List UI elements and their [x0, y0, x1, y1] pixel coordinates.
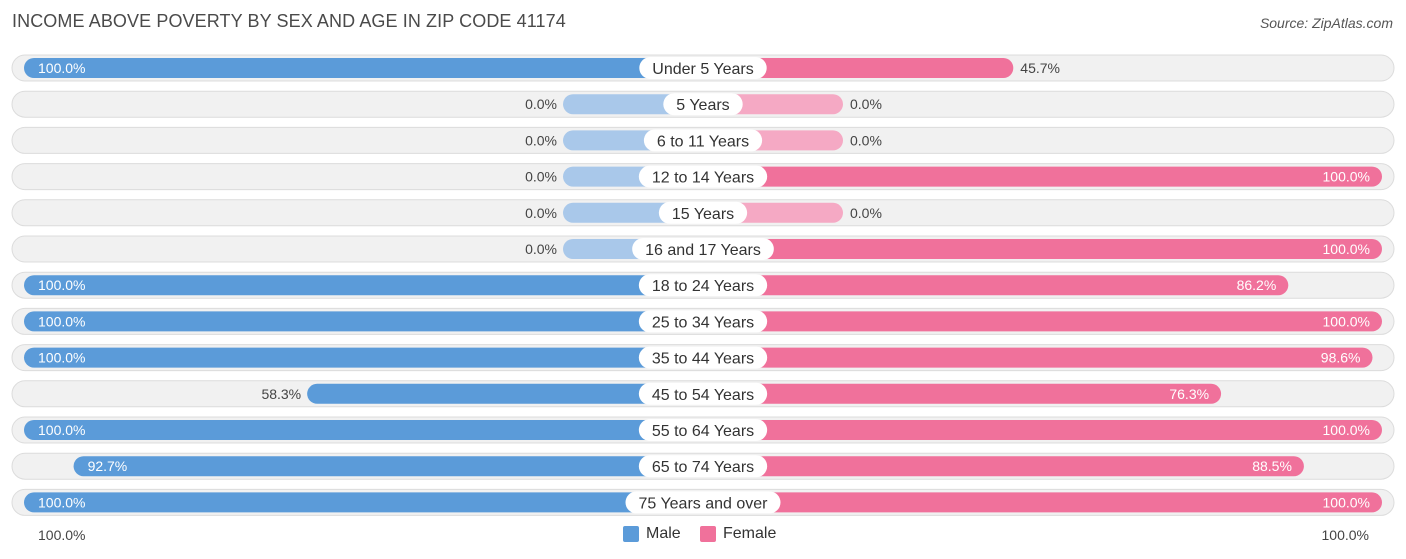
value-label-female: 0.0% [850, 132, 882, 148]
bar-male [73, 456, 703, 477]
legend-item-female[interactable]: Female [700, 525, 776, 543]
bar-male [24, 311, 703, 332]
bar-female [703, 239, 1382, 259]
value-label-male: 100.0% [38, 60, 85, 76]
value-label-male: 100.0% [38, 494, 85, 510]
category-label: 25 to 34 Years [652, 314, 754, 331]
value-label-female: 100.0% [1323, 169, 1370, 185]
category-label: Under 5 Years [652, 61, 753, 78]
category-label: 65 to 74 Years [652, 459, 754, 476]
value-label-male: 0.0% [525, 169, 557, 185]
category-label-pill [638, 346, 768, 369]
category-label-pill [638, 274, 768, 297]
chart-canvas: 100.0% 45.7% Under 5 Years 0.0% 0.0% 5 Years 0… [11, 54, 1395, 516]
value-label-female: 45.7% [1020, 60, 1060, 76]
value-label-female: 98.6% [1321, 350, 1361, 366]
category-label-pill [638, 382, 768, 405]
category-label-pill [643, 129, 763, 152]
bar-female [703, 58, 1014, 78]
bar-female [703, 347, 1373, 368]
category-label-pill [625, 491, 781, 514]
legend: Male Female [0, 525, 1406, 545]
value-label-male: 0.0% [525, 132, 557, 148]
category-label: 55 to 64 Years [652, 423, 754, 440]
category-label-pill [638, 455, 768, 478]
value-label-female: 86.2% [1237, 277, 1277, 293]
bar-female [703, 420, 1382, 440]
category-label-pill [638, 165, 768, 188]
value-label-female: 0.0% [850, 205, 882, 221]
category-label-pill [632, 238, 774, 260]
legend-swatch-male [623, 526, 639, 542]
axis-left-label: 100.0% [38, 527, 86, 543]
bar-female [703, 492, 1382, 513]
bar-male [24, 492, 703, 513]
category-label: 45 to 54 Years [652, 387, 754, 404]
bar-male [24, 347, 703, 368]
category-label-pill [638, 419, 768, 441]
legend-swatch-female [700, 526, 716, 542]
category-label: 5 Years [676, 97, 729, 114]
category-label-pill [638, 310, 768, 333]
bar-male [307, 383, 703, 404]
value-label-male: 0.0% [525, 96, 557, 112]
category-label-pill [658, 201, 748, 224]
category-label: 16 and 17 Years [645, 242, 761, 259]
value-label-male: 0.0% [525, 241, 557, 257]
category-label-pill [639, 57, 767, 79]
bar-female [703, 166, 1382, 187]
bar-male [24, 58, 703, 78]
value-label-female: 76.3% [1169, 386, 1209, 402]
bar-female [703, 456, 1304, 477]
value-label-female: 88.5% [1252, 458, 1292, 474]
category-label-pill [663, 93, 743, 116]
chart-title: INCOME ABOVE POVERTY BY SEX AND AGE IN Z… [12, 11, 566, 31]
value-label-male: 100.0% [38, 350, 85, 366]
category-label: 18 to 24 Years [652, 278, 754, 295]
value-label-female: 100.0% [1323, 313, 1370, 329]
axis-right-label: 100.0% [1321, 527, 1369, 543]
bar-female [703, 311, 1382, 332]
value-label-female: 100.0% [1323, 241, 1370, 257]
category-label: 12 to 14 Years [652, 170, 754, 187]
bar-female [703, 383, 1222, 404]
value-label-female: 0.0% [850, 96, 882, 112]
value-label-male: 92.7% [88, 458, 128, 474]
bar-male [24, 275, 703, 296]
value-label-female: 100.0% [1323, 422, 1370, 438]
bar-female [703, 275, 1289, 296]
category-label: 6 to 11 Years [657, 133, 749, 150]
value-label-female: 100.0% [1323, 494, 1370, 510]
category-label: 35 to 44 Years [652, 351, 754, 368]
legend-item-male[interactable]: Male [623, 525, 681, 543]
legend-label-female: Female [723, 525, 777, 542]
category-label: 75 Years and over [639, 495, 769, 512]
value-label-male: 58.3% [261, 386, 301, 402]
source-note: Source: ZipAtlas.com [1259, 15, 1393, 31]
category-label: 15 Years [672, 206, 734, 223]
value-label-male: 0.0% [525, 205, 557, 221]
value-label-male: 100.0% [38, 422, 85, 438]
legend-label-male: Male [646, 525, 681, 542]
value-label-male: 100.0% [38, 313, 85, 329]
value-label-male: 100.0% [38, 277, 85, 293]
bar-male [24, 420, 703, 440]
